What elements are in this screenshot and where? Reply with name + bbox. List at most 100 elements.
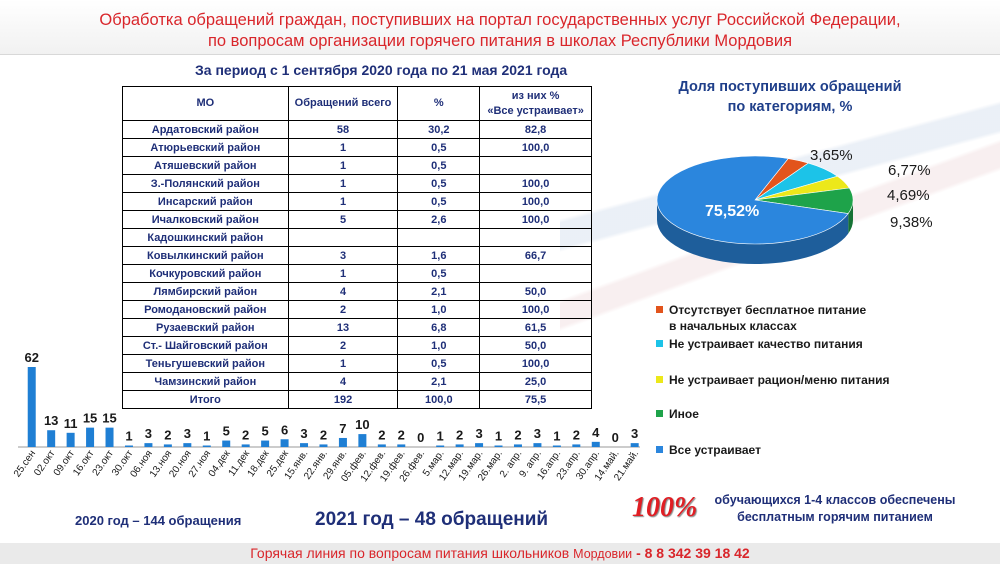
cell-satisfied: 82,8	[479, 120, 592, 139]
bar-data-label: 2	[242, 427, 249, 442]
page-title: Обработка обращений граждан, поступивших…	[99, 11, 901, 50]
cell-total: 192	[287, 390, 399, 409]
bar-data-label: 0	[417, 430, 424, 445]
bar-data-label: 10	[355, 417, 369, 432]
table-row: Кочкуровский район 1 0,5	[122, 264, 592, 283]
header-total: Обращений всего	[287, 86, 399, 121]
cell-total: 4	[287, 282, 399, 301]
pie-data-label: 4,69%	[887, 187, 930, 204]
bar-data-label: 1	[203, 429, 210, 444]
cell-total: 1	[287, 264, 399, 283]
bar-data-label: 1	[553, 429, 560, 444]
cell-percent: 0,5	[397, 264, 481, 283]
cell-percent: 1,0	[397, 300, 481, 319]
bar	[144, 443, 153, 447]
cell-mo: Ковылкинский район	[122, 246, 289, 265]
cell-total: 3	[287, 246, 399, 265]
bar-data-label: 5	[262, 424, 269, 439]
bar	[494, 445, 503, 447]
bar-data-label: 15	[102, 411, 116, 426]
cell-mo: З.-Полянский район	[122, 174, 289, 193]
bar	[591, 441, 600, 447]
bar-data-label: 2	[164, 427, 171, 442]
cell-mo: Кочкуровский район	[122, 264, 289, 283]
coverage-note: обучающихся 1-4 классов обеспечены беспл…	[714, 493, 956, 524]
bar-data-label: 5	[223, 424, 230, 439]
bar	[475, 443, 484, 447]
bar-data-label: 1	[437, 429, 444, 444]
bar-data-label: 3	[475, 426, 482, 441]
cell-satisfied	[479, 156, 592, 175]
bar	[280, 439, 289, 447]
table-row: Ардатовский район 58 30,2 82,8	[122, 120, 592, 139]
bar-data-label: 0	[612, 430, 619, 445]
legend-label: Иное	[669, 407, 699, 421]
cell-satisfied: 66,7	[479, 246, 592, 265]
bar-data-label: 3	[534, 426, 541, 441]
cell-mo: Ичалковский район	[122, 210, 289, 229]
cell-percent: 100,0	[397, 390, 481, 409]
cell-satisfied: 61,5	[479, 318, 592, 337]
legend-item: Все устраивает	[656, 442, 956, 458]
pie-data-label: 6,77%	[888, 162, 931, 179]
bar-data-label: 6	[281, 422, 288, 437]
table-row: Ромодановский район 2 1,0 100,0	[122, 300, 592, 319]
bar-data-label: 7	[339, 421, 346, 436]
bar	[124, 445, 133, 447]
cell-mo: Ромодановский район	[122, 300, 289, 319]
x-tick-label: 25.сен	[12, 448, 38, 479]
bar	[47, 430, 56, 447]
cell-total: 1	[287, 174, 399, 193]
cell-satisfied: 50,0	[479, 282, 592, 301]
cell-total: 5	[287, 210, 399, 229]
bar-data-label: 1	[495, 429, 502, 444]
cell-percent: 0,5	[397, 156, 481, 175]
header-satisfied: из них % «Все устраивает»	[479, 86, 592, 121]
table-row: Ичалковский район 5 2,6 100,0	[122, 210, 592, 229]
legend-label: Все устраивает	[669, 443, 761, 457]
bar	[163, 444, 172, 447]
cell-satisfied	[479, 264, 592, 283]
bar-data-label: 2	[573, 427, 580, 442]
cell-total: 1	[287, 156, 399, 175]
bar-data-label: 2	[398, 427, 405, 442]
cell-total: 1	[287, 138, 399, 157]
legend-item: Отсутствует бесплатное питание в начальн…	[656, 302, 956, 334]
year-2020-total: 2020 год – 144 обращения	[75, 513, 242, 528]
pie-data-label: 3,65%	[810, 147, 853, 164]
cell-total: 58	[287, 120, 399, 139]
cell-percent: 0,5	[397, 174, 481, 193]
cell-satisfied: 100,0	[479, 354, 592, 373]
bar-data-label: 2	[514, 427, 521, 442]
cell-total	[287, 228, 399, 247]
cell-satisfied: 100,0	[479, 174, 592, 193]
bar-data-label: 4	[592, 425, 600, 440]
bar	[397, 444, 406, 447]
cell-percent: 2,1	[397, 282, 481, 301]
table-row: Инсарский район 1 0,5 100,0	[122, 192, 592, 211]
bar-data-label: 2	[456, 427, 463, 442]
bar-chart: 6225.сен1302.окт1109.окт1516.окт1523.окт…	[12, 350, 640, 484]
cell-total: 13	[287, 318, 399, 337]
cell-percent: 0,5	[397, 138, 481, 157]
bar	[572, 444, 581, 447]
hotline-region: Мордовии	[573, 547, 633, 561]
cell-mo: Ардатовский район	[122, 120, 289, 139]
cell-satisfied: 100,0	[479, 210, 592, 229]
table-body: Ардатовский район 58 30,2 82,8 Атюрьевский р…	[122, 120, 592, 409]
period-title: За период с 1 сентября 2020 года по 21 м…	[195, 62, 568, 78]
legend-item: Не устраивает качество питания	[656, 336, 956, 352]
cell-satisfied	[479, 228, 592, 247]
bar-data-label: 1	[125, 429, 132, 444]
bar	[261, 440, 270, 447]
legend-label: Отсутствует бесплатное питание в начальн…	[669, 303, 867, 333]
cell-percent: 6,8	[397, 318, 481, 337]
bar-data-label: 15	[83, 411, 97, 426]
table-row: Атюрьевский район 1 0,5 100,0	[122, 138, 592, 157]
year-2021-total: 2021 год – 48 обращений	[315, 509, 549, 530]
bar	[513, 444, 522, 447]
cell-percent	[397, 228, 481, 247]
districts-table: МО Обращений всего % из них % «Все устра…	[122, 86, 592, 409]
legend-swatch	[656, 376, 663, 383]
cell-satisfied: 100,0	[479, 300, 592, 319]
